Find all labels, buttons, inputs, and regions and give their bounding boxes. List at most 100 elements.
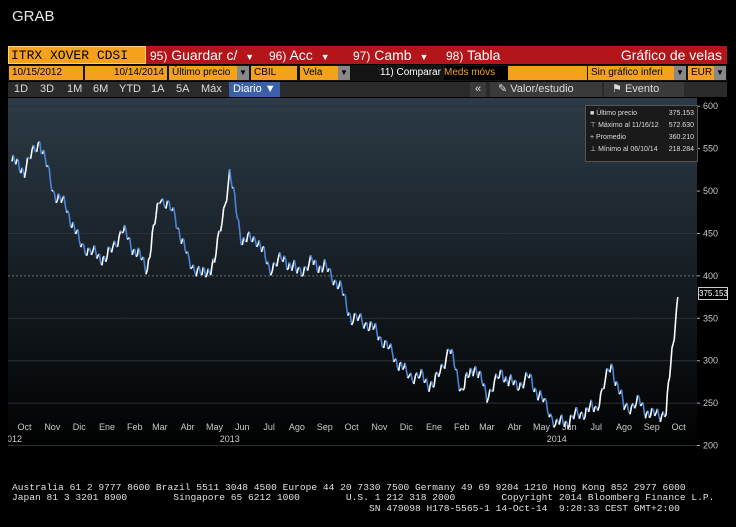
legend-last-label: Último precio — [596, 110, 638, 117]
price-segment — [235, 210, 239, 219]
price-segment — [639, 403, 643, 407]
price-segment — [512, 379, 516, 386]
x-tick-label: Jun — [562, 422, 577, 432]
x-tick-label: Oct — [18, 422, 33, 432]
chevron-down-icon[interactable]: ▼ — [237, 66, 249, 80]
chevron-down-icon[interactable]: ▼ — [714, 66, 726, 80]
price-segment — [665, 393, 669, 415]
price-segment — [154, 215, 157, 225]
save-button[interactable]: 95) Guardar c/ ▼ — [150, 46, 254, 64]
period-ytd[interactable]: YTD — [119, 83, 141, 95]
price-segment — [340, 286, 344, 296]
chevron-down-icon[interactable]: ▼ — [338, 66, 350, 80]
end-date-field[interactable]: 10/14/2014 — [85, 66, 167, 80]
y-tick-label: 200 — [703, 441, 718, 451]
price-segment — [133, 249, 137, 257]
save-button-label: Guardar c/ — [171, 47, 238, 63]
lower-chart-select[interactable]: Sin gráfico inferi — [588, 66, 674, 80]
price-segment — [651, 407, 654, 410]
price-segment — [498, 369, 502, 379]
moving-avg-field[interactable] — [508, 66, 587, 80]
chevron-down-icon[interactable]: ▼ — [674, 66, 686, 80]
price-segment — [380, 336, 384, 347]
price-segment — [44, 157, 48, 167]
price-segment — [410, 372, 414, 381]
y-axis: 200 250 300 350 400 450 500 550 600 — [697, 98, 727, 452]
price-segment — [159, 200, 163, 204]
price-segment — [255, 244, 259, 248]
price-segment — [47, 165, 50, 169]
collapse-icon[interactable]: « — [470, 82, 486, 97]
period-max[interactable]: Máx — [201, 83, 222, 95]
y-tick-label: 300 — [703, 356, 718, 366]
period-1m[interactable]: 1M — [67, 83, 83, 95]
price-chart[interactable]: Oct Nov Dic Ene Feb Mar Abr May Jun Jul Ago Sep Oct N… — [8, 98, 697, 452]
period-1a[interactable]: 1A — [151, 83, 165, 95]
price-segment — [245, 233, 249, 243]
price-segment — [463, 376, 467, 389]
price-segment — [510, 374, 513, 382]
price-segment — [106, 246, 110, 258]
price-segment — [428, 384, 432, 392]
price-segment — [221, 208, 225, 223]
price-segment — [596, 405, 601, 411]
event-tab[interactable]: ⚑ Evento — [604, 82, 684, 97]
price-series — [11, 141, 679, 430]
price-segment — [382, 340, 386, 349]
price-segment — [656, 408, 660, 417]
price-segment — [443, 357, 448, 369]
price-segment — [635, 394, 639, 405]
period-3d[interactable]: 3D — [40, 83, 55, 95]
moving-avg-button[interactable]: Meds móvs — [444, 66, 508, 80]
price-segment — [121, 231, 125, 234]
price-segment — [29, 149, 33, 159]
price-segment — [35, 142, 40, 152]
value-study-tab[interactable]: ✎ Valor/estudio — [490, 82, 602, 97]
average-marker-icon: + — [590, 134, 595, 141]
source-field[interactable]: CBIL — [251, 66, 297, 80]
change-button[interactable]: 97) Camb ▼ — [353, 46, 428, 64]
y-tick-label: 600 — [703, 101, 718, 111]
price-segment — [359, 313, 364, 323]
legend-avg-row: + Promedio 360.210 — [590, 133, 694, 142]
price-segment — [437, 371, 441, 378]
chevron-down-icon: ▼ — [245, 52, 255, 62]
price-segment — [101, 257, 105, 266]
style-select[interactable]: Vela — [300, 66, 338, 80]
price-segment — [215, 237, 219, 255]
price-segment — [653, 412, 657, 417]
price-segment — [190, 267, 193, 270]
y-tick-label: 250 — [703, 398, 718, 408]
period-5a[interactable]: 5A — [176, 83, 190, 95]
price-segment — [578, 412, 582, 419]
command-bar — [8, 46, 727, 64]
price-segment — [155, 203, 159, 216]
price-segment — [123, 224, 127, 231]
price-segment — [462, 387, 466, 391]
chevron-down-icon: ▼ — [320, 52, 330, 62]
price-segment — [228, 168, 232, 181]
price-segment — [67, 210, 70, 216]
price-segment — [637, 394, 640, 399]
actions-button[interactable]: 96) Acc ▼ — [269, 46, 330, 64]
y-tick-label: 550 — [703, 144, 718, 154]
price-segment — [180, 238, 184, 245]
price-segment — [384, 339, 387, 342]
price-segment — [417, 375, 421, 379]
frequency-daily-select[interactable]: Diario ▼ — [229, 82, 280, 97]
chevron-down-icon: ▼ — [264, 83, 276, 95]
price-segment — [572, 411, 576, 420]
price-segment — [644, 412, 648, 419]
x-tick-label: Ene — [99, 422, 115, 432]
compare-button[interactable]: 11) Comparar — [380, 67, 441, 78]
period-6m[interactable]: 6M — [93, 83, 109, 95]
price-segment — [529, 373, 533, 377]
ticker-field[interactable]: ITRX XOVER CDSI GE — [8, 46, 146, 81]
period-1d[interactable]: 1D — [14, 83, 29, 95]
price-field-select[interactable]: Último precio — [169, 66, 237, 80]
price-segment — [343, 293, 346, 296]
currency-field[interactable]: EUR — [688, 66, 714, 80]
start-date-field[interactable]: 10/15/2012 — [9, 66, 83, 80]
price-segment — [32, 144, 36, 152]
table-button[interactable]: 98) Tabla — [446, 46, 500, 64]
